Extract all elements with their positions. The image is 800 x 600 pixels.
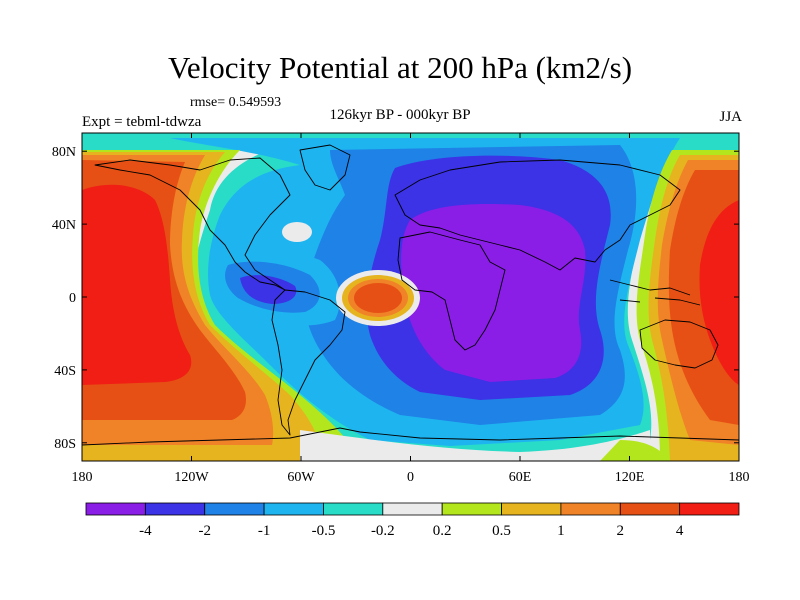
coastline-australia: [639, 319, 719, 369]
lon-tick-label: 60W: [287, 470, 315, 485]
colorbar-swatch: [263, 502, 324, 516]
colorbar: -4 -2 -1 -0.5 -0.2 0.2 0.5 1 2 4: [85, 502, 740, 539]
coastline-antarctica: [82, 427, 739, 446]
longitude-axis: 180 120W 60W 0 60E 120E 180: [72, 133, 750, 485]
lat-tick-label: 40S: [54, 364, 76, 379]
lon-tick-label: 120E: [615, 470, 645, 485]
latitude-axis: 80N 40N 0 40S 80S: [52, 145, 739, 452]
contour-band: [282, 222, 312, 242]
colorbar-swatch: [85, 502, 146, 516]
colorbar-swatch: [619, 502, 681, 516]
colorbar-label: -2: [198, 523, 211, 539]
colorbar-swatch: [560, 502, 621, 516]
coastline-maritime: [609, 279, 701, 306]
colorbar-swatch: [679, 502, 740, 516]
lon-tick-label: 180: [72, 470, 93, 485]
colorbar-swatch: [144, 502, 206, 516]
lat-tick-label: 80S: [54, 437, 76, 452]
coastline-greenland: [299, 144, 351, 191]
colorbar-label: 2: [617, 523, 625, 539]
plot-title: Velocity Potential at 200 hPa (km2/s): [167, 50, 633, 85]
colorbar-label: 1: [557, 523, 565, 539]
colorbar-label: -4: [139, 523, 152, 539]
lon-tick-label: 120W: [174, 470, 209, 485]
positive-region-east: [636, 150, 739, 461]
coastline-north-america: [94, 157, 291, 291]
atlantic-positive-blob: [336, 270, 420, 326]
contour-band: [699, 200, 739, 385]
contour-band: [600, 440, 670, 461]
contour-band: [354, 283, 402, 313]
experiment-label: Expt = tebml-tdwza: [82, 114, 202, 130]
colorbar-swatch: [204, 502, 265, 516]
colorbar-label: 0.2: [433, 523, 452, 539]
colorbar-swatch: [441, 502, 502, 516]
colorbar-label: 4: [676, 523, 684, 539]
colorbar-swatch: [501, 502, 562, 516]
contour-band: [240, 275, 297, 304]
colorbar-label: -1: [258, 523, 271, 539]
coastlines: [82, 144, 739, 446]
colorbar-swatch: [323, 502, 384, 516]
lon-tick-label: 60E: [509, 470, 532, 485]
contour-band: [401, 203, 586, 382]
colorbar-swatch: [382, 502, 443, 516]
lat-tick-label: 40N: [52, 218, 76, 233]
period-label: 126kyr BP - 000kyr BP: [329, 107, 471, 123]
lat-tick-label: 80N: [52, 145, 76, 160]
lon-tick-label: 0: [407, 470, 414, 485]
contour-field: [82, 133, 739, 461]
colorbar-label: -0.5: [312, 523, 336, 539]
contour-band: [300, 430, 650, 461]
colorbar-label: 0.5: [492, 523, 511, 539]
lat-tick-label: 0: [69, 291, 76, 306]
lon-tick-label: 180: [729, 470, 750, 485]
season-label: JJA: [719, 109, 742, 125]
colorbar-label: -0.2: [371, 523, 395, 539]
contour-band: [82, 184, 192, 385]
positive-region-west: [82, 150, 360, 461]
coastline-south-america: [271, 289, 346, 436]
rmse-label: rmse= 0.549593: [190, 95, 282, 110]
coastline-eurasia: [394, 159, 681, 271]
coastline-africa: [397, 231, 506, 351]
